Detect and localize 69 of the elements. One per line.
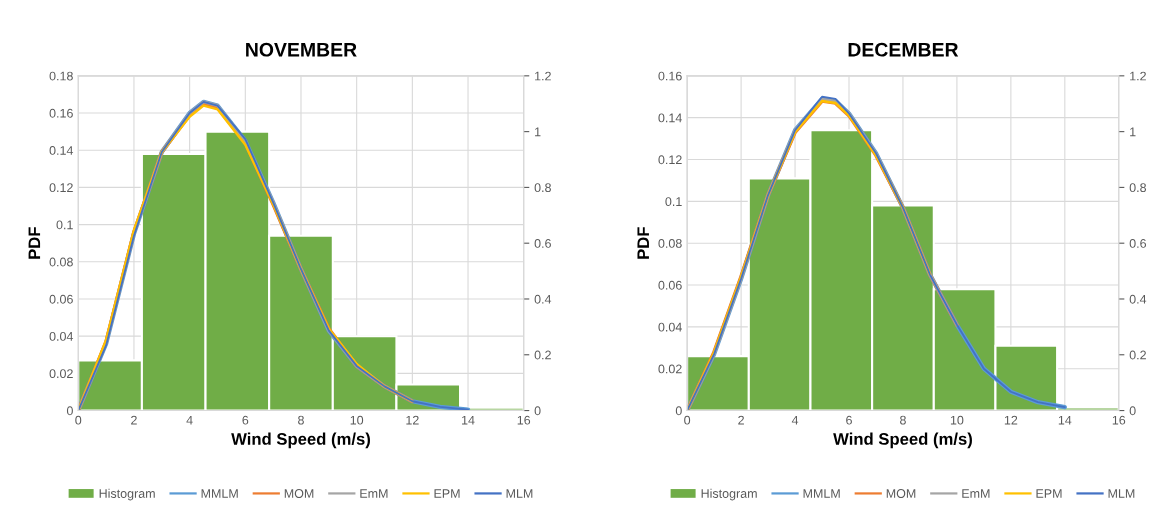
y-axis-title: PDF <box>637 227 649 259</box>
y-tick-label: 0.04 <box>658 322 682 332</box>
x-tick-label: 8 <box>900 415 906 425</box>
y-tick-label: 0.08 <box>658 239 682 248</box>
x-tick-label: 4 <box>186 415 193 425</box>
x-tick-label: 0 <box>684 415 691 425</box>
legend-label: MLM <box>1108 489 1135 498</box>
y-tick-label: 0.04 <box>49 331 74 341</box>
y2-tick-label: 1.2 <box>535 71 551 81</box>
y-tick-label: 0.06 <box>49 294 73 304</box>
y-tick-label: 0.18 <box>49 71 73 81</box>
y-tick-label: 0 <box>675 406 682 416</box>
y-tick-label: 0.14 <box>49 146 74 155</box>
x-tick-label: 0 <box>75 415 82 425</box>
y-tick-label: 0.16 <box>49 108 73 118</box>
x-axis-title: Wind Speed (m/s) <box>833 432 972 449</box>
x-tick-label: 16 <box>517 415 531 425</box>
y2-tick-label: 0.2 <box>534 350 551 360</box>
legend-label: EmM <box>360 489 388 498</box>
x-tick-label: 10 <box>950 415 964 425</box>
legend-label: Histogram <box>99 488 155 501</box>
y-tick-label: 0.02 <box>49 369 73 379</box>
y2-tick-label: 0.8 <box>534 183 551 193</box>
x-tick-label: 6 <box>846 415 852 425</box>
y-tick-label: 0.02 <box>658 364 682 374</box>
y2-tick-label: 0.8 <box>1129 183 1147 193</box>
x-tick-label: 12 <box>406 415 419 425</box>
y2-tick-label: 1.2 <box>1130 71 1146 81</box>
x-tick-label: 6 <box>242 415 249 425</box>
y-tick-label: 0.12 <box>658 155 682 165</box>
y2-tick-label: 0.6 <box>1129 239 1147 248</box>
legend-label: Histogram <box>701 488 757 501</box>
x-tick-label: 2 <box>131 415 137 425</box>
y2-tick-label: 0.6 <box>534 239 551 248</box>
legend-label: MOM <box>284 489 314 498</box>
x-tick-label: 16 <box>1112 415 1126 425</box>
y-tick-label: 0.14 <box>658 113 682 123</box>
x-tick-label: 12 <box>1004 415 1018 425</box>
y-tick-label: 0 <box>66 406 73 416</box>
legend-label: EPM <box>1036 489 1062 498</box>
x-tick-label: 14 <box>1058 415 1072 425</box>
y2-tick-label: 0.4 <box>534 294 552 304</box>
y2-tick-label: 1 <box>535 127 541 137</box>
x-tick-label: 10 <box>350 415 364 425</box>
y-tick-label: 0.1 <box>665 197 682 207</box>
y2-tick-label: 0 <box>534 406 541 416</box>
legend-label: MOM <box>886 489 916 498</box>
x-tick-label: 4 <box>791 415 799 425</box>
x-axis-title: Wind Speed (m/s) <box>231 432 370 449</box>
y2-tick-label: 0.4 <box>1129 294 1147 304</box>
x-tick-label: 2 <box>738 415 744 425</box>
y-tick-label: 0.16 <box>658 71 682 81</box>
x-tick-label: 8 <box>298 415 304 425</box>
legend-label: MLM <box>506 489 533 498</box>
y2-tick-label: 0 <box>1129 406 1136 416</box>
y-tick-label: 0.08 <box>49 257 73 267</box>
chart-title: NOVEMBER <box>246 42 357 57</box>
legend-label: EPM <box>434 489 460 498</box>
y2-tick-label: 1 <box>1130 127 1136 137</box>
x-tick-label: 14 <box>462 415 475 425</box>
legend-label: MMLM <box>201 489 238 498</box>
y-tick-label: 0.1 <box>56 220 73 230</box>
legend-label: MMLM <box>803 489 840 498</box>
y-tick-label: 0.06 <box>658 280 682 290</box>
y-axis-title: PDF <box>28 227 41 259</box>
chart-title: DECEMBER <box>848 42 959 57</box>
y-tick-label: 0.12 <box>49 183 73 193</box>
legend-label: EmM <box>962 489 990 498</box>
y2-tick-label: 0.2 <box>1129 350 1146 360</box>
